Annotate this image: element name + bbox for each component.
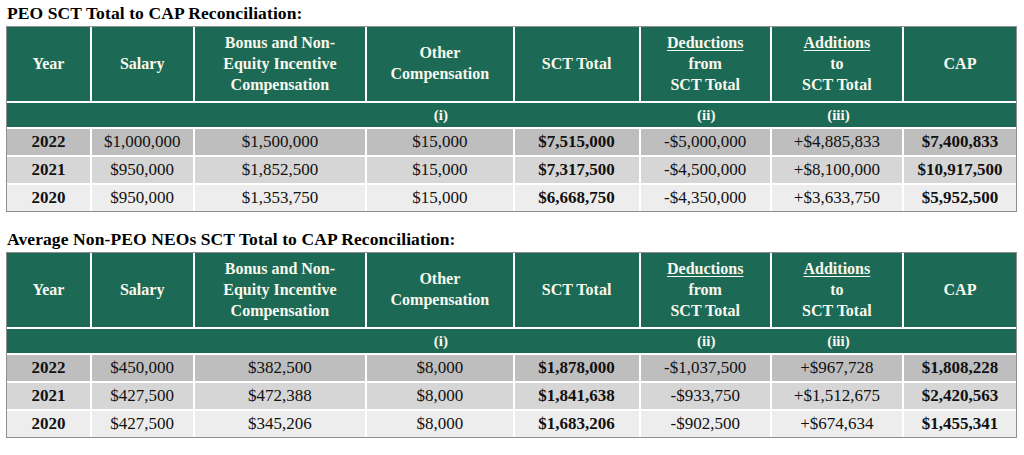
value-cell: $345,206 <box>195 411 368 437</box>
value-cell: +$1,512,675 <box>772 383 904 411</box>
table-row: 2020$950,000$1,353,750$15,000$6,668,750-… <box>7 185 1016 211</box>
header-row: YearSalaryBonus and Non-Equity Incentive… <box>7 27 1016 103</box>
value-cell: $1,841,638 <box>515 383 641 411</box>
peo-table-title: PEO SCT Total to CAP Reconciliation: <box>7 3 1018 23</box>
value-cell: -$4,500,000 <box>641 157 772 185</box>
year-cell: 2021 <box>7 157 92 185</box>
footnote-marker-band: (i) (ii) (iii) <box>7 329 1016 355</box>
column-header-0: Year <box>7 253 92 329</box>
column-header-4: SCT Total <box>515 27 641 103</box>
value-cell: +$4,885,833 <box>772 129 904 157</box>
year-cell: 2022 <box>7 129 92 157</box>
non-peo-table-title: Average Non-PEO NEOs SCT Total to CAP Re… <box>7 229 1018 249</box>
column-header-7: CAP <box>904 27 1016 103</box>
value-cell: $1,000,000 <box>92 129 195 157</box>
value-cell: $15,000 <box>367 129 514 157</box>
footnote-marker-row: (i) (ii) (iii) <box>7 103 1016 129</box>
value-cell: $10,917,500 <box>904 157 1016 185</box>
non-peo-reconciliation-section: Average Non-PEO NEOs SCT Total to CAP Re… <box>6 229 1018 438</box>
column-header-3: OtherCompensation <box>367 253 514 329</box>
value-cell: $950,000 <box>92 185 195 211</box>
footnote-marker: (iii) <box>827 333 850 350</box>
footnote-marker: (ii) <box>697 333 715 350</box>
peo-reconciliation-table: YearSalaryBonus and Non-Equity Incentive… <box>6 26 1017 212</box>
value-cell: -$4,350,000 <box>641 185 772 211</box>
value-cell: $1,808,228 <box>904 355 1016 383</box>
column-header-2: Bonus and Non-Equity IncentiveCompensati… <box>195 253 368 329</box>
column-header-2: Bonus and Non-Equity IncentiveCompensati… <box>195 27 368 103</box>
column-header-3: OtherCompensation <box>367 27 514 103</box>
value-cell: $6,668,750 <box>515 185 641 211</box>
column-header-6: AdditionstoSCT Total <box>772 253 904 329</box>
footnote-marker-row: (i) (ii) (iii) <box>7 329 1016 355</box>
value-cell: $15,000 <box>367 185 514 211</box>
value-cell: +$967,728 <box>772 355 904 383</box>
non-peo-reconciliation-table: YearSalaryBonus and Non-Equity Incentive… <box>6 252 1017 438</box>
footnote-marker-band: (i) (ii) (iii) <box>7 103 1016 129</box>
column-header-5: DeductionsfromSCT Total <box>641 253 772 329</box>
footnote-marker: (ii) <box>697 107 715 124</box>
column-header-5: DeductionsfromSCT Total <box>641 27 772 103</box>
value-cell: $1,683,206 <box>515 411 641 437</box>
table-row: 2022$450,000$382,500$8,000$1,878,000-$1,… <box>7 355 1016 383</box>
value-cell: $427,500 <box>92 411 195 437</box>
column-header-6: AdditionstoSCT Total <box>772 27 904 103</box>
header-row: YearSalaryBonus and Non-Equity Incentive… <box>7 253 1016 329</box>
column-header-4: SCT Total <box>515 253 641 329</box>
value-cell: -$902,500 <box>641 411 772 437</box>
year-cell: 2020 <box>7 185 92 211</box>
peo-reconciliation-section: PEO SCT Total to CAP Reconciliation: Yea… <box>6 3 1018 212</box>
value-cell: $7,400,833 <box>904 129 1016 157</box>
value-cell: +$3,633,750 <box>772 185 904 211</box>
value-cell: $8,000 <box>367 355 514 383</box>
footnote-marker: (i) <box>434 333 448 350</box>
footnote-marker: (iii) <box>827 107 850 124</box>
column-header-7: CAP <box>904 253 1016 329</box>
value-cell: +$674,634 <box>772 411 904 437</box>
year-cell: 2022 <box>7 355 92 383</box>
value-cell: $5,952,500 <box>904 185 1016 211</box>
footnote-marker: (i) <box>434 107 448 124</box>
value-cell: $1,852,500 <box>195 157 368 185</box>
year-cell: 2021 <box>7 383 92 411</box>
value-cell: +$8,100,000 <box>772 157 904 185</box>
value-cell: -$1,037,500 <box>641 355 772 383</box>
value-cell: $8,000 <box>367 411 514 437</box>
column-header-1: Salary <box>92 253 195 329</box>
value-cell: $472,388 <box>195 383 368 411</box>
column-header-0: Year <box>7 27 92 103</box>
value-cell: $1,353,750 <box>195 185 368 211</box>
value-cell: $7,515,000 <box>515 129 641 157</box>
value-cell: $382,500 <box>195 355 368 383</box>
value-cell: $1,500,000 <box>195 129 368 157</box>
table-row: 2021$950,000$1,852,500$15,000$7,317,500-… <box>7 157 1016 185</box>
value-cell: $7,317,500 <box>515 157 641 185</box>
year-cell: 2020 <box>7 411 92 437</box>
value-cell: $15,000 <box>367 157 514 185</box>
value-cell: -$933,750 <box>641 383 772 411</box>
value-cell: $8,000 <box>367 383 514 411</box>
value-cell: $450,000 <box>92 355 195 383</box>
value-cell: $427,500 <box>92 383 195 411</box>
document-page: PEO SCT Total to CAP Reconciliation: Yea… <box>0 0 1024 438</box>
table-row: 2020$427,500$345,206$8,000$1,683,206-$90… <box>7 411 1016 437</box>
column-header-1: Salary <box>92 27 195 103</box>
value-cell: $2,420,563 <box>904 383 1016 411</box>
table-row: 2021$427,500$472,388$8,000$1,841,638-$93… <box>7 383 1016 411</box>
value-cell: $950,000 <box>92 157 195 185</box>
value-cell: $1,878,000 <box>515 355 641 383</box>
value-cell: -$5,000,000 <box>641 129 772 157</box>
value-cell: $1,455,341 <box>904 411 1016 437</box>
table-row: 2022$1,000,000$1,500,000$15,000$7,515,00… <box>7 129 1016 157</box>
